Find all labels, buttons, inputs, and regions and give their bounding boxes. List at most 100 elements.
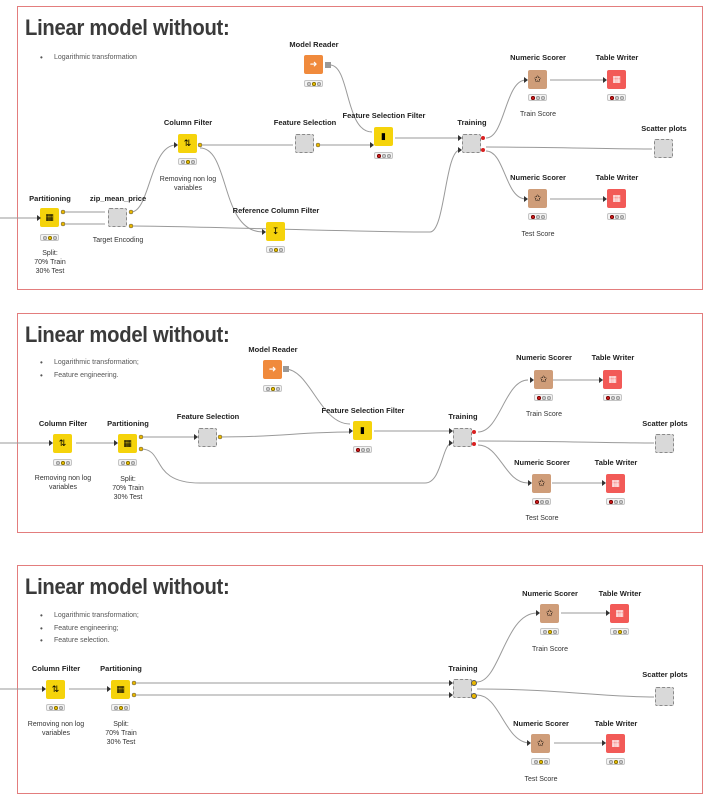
table-writer-icon[interactable]: ▦ [607,70,626,89]
grid-table-icon[interactable]: ▦ [118,434,137,453]
node-status [607,213,626,220]
scorer-icon[interactable]: ✩ [531,734,550,753]
filter-arrows-icon[interactable]: ⇅ [178,134,197,153]
bullet-item: Logarithmic transformation; [40,357,139,370]
bullet-item: Logarithmic transformation; [40,610,139,623]
node-status [40,234,59,241]
node-status [304,80,323,87]
node-label: Feature Selection Filter [321,406,405,415]
output-port [472,430,476,434]
node-caption: Target Encoding [92,237,144,244]
output-port [128,223,134,229]
output-port [60,209,66,215]
node-caption: Removing non log variables [27,721,85,737]
node-status [528,94,547,101]
connection [130,149,461,233]
scorer-icon[interactable]: ✩ [534,370,553,389]
input-arrow [458,135,462,141]
metanode-icon[interactable] [655,687,674,706]
node-caption: Train Score [532,646,568,653]
filter-arrows-icon[interactable]: ⇅ [46,680,65,699]
scorer-icon[interactable]: ✩ [528,70,547,89]
node-label: zip_mean_price [89,194,147,203]
annotation-bullets: Logarithmic transformation; Feature engi… [40,357,139,382]
scorer-icon[interactable]: ✩ [532,474,551,493]
annotation-bullets: Logarithmic transformation [40,52,137,65]
model-reader-icon[interactable]: ➜ [304,55,323,74]
input-arrow [449,428,453,434]
node-status [603,394,622,401]
node-label: Partitioning [29,194,71,203]
table-writer-icon[interactable]: ▦ [607,189,626,208]
table-writer-icon[interactable]: ▦ [606,474,625,493]
filter-arrow-down-icon[interactable]: ↧ [266,222,285,241]
bullet-item: Feature engineering; [40,623,139,636]
metanode-icon[interactable] [453,428,472,447]
annotation-bullets: Logarithmic transformation; Feature engi… [40,610,139,648]
grid-table-icon[interactable]: ▦ [40,208,59,227]
node-caption: Removing non log variables [34,475,92,491]
node-label: Feature Selection Filter [342,111,426,120]
node-caption: Split: 70% Train 30% Test [34,250,66,275]
metanode-icon[interactable] [453,679,472,698]
metanode-icon[interactable] [198,428,217,447]
input-arrow [528,480,532,486]
input-arrow [536,610,540,616]
node-label: Column Filter [38,419,88,428]
input-arrow [174,142,178,148]
node-status [531,758,550,765]
metanode-icon[interactable] [462,134,481,153]
node-caption: Train Score [520,111,556,118]
output-port [471,693,477,699]
scorer-icon[interactable]: ✩ [540,604,559,623]
node-status [263,385,282,392]
input-arrow [524,196,528,202]
model-reader-icon[interactable]: ➜ [263,360,282,379]
table-writer-icon[interactable]: ▦ [606,734,625,753]
grid-table-icon[interactable]: ▦ [111,680,130,699]
node-label: Model Reader [248,345,298,354]
input-arrow [42,686,46,692]
connection [199,147,264,233]
metanode-icon[interactable] [654,139,673,158]
input-arrow [49,440,53,446]
scorer-icon[interactable]: ✩ [528,189,547,208]
node-status [46,704,65,711]
model-port [325,62,331,68]
input-arrow [349,428,353,434]
table-writer-icon[interactable]: ▦ [603,370,622,389]
node-label: Table Writer [598,589,642,598]
output-port [481,148,485,152]
node-label: Table Writer [594,719,638,728]
node-label: Table Writer [595,53,639,62]
node-status [53,459,72,466]
input-arrow [449,680,453,686]
connection [476,612,538,683]
connection [219,431,351,438]
input-arrow [449,692,453,698]
table-writer-icon[interactable]: ▦ [610,604,629,623]
bullet-item: Feature engineering. [40,370,139,383]
metanode-icon[interactable] [108,208,127,227]
bars-icon[interactable]: ▮ [374,127,393,146]
node-label: Column Filter [163,118,213,127]
node-label: Scatter plots [642,419,688,428]
node-label: Reference Column Filter [232,206,320,215]
output-port [138,446,144,452]
node-caption: Test Score [525,515,559,522]
metanode-icon[interactable] [655,434,674,453]
bars-icon[interactable]: ▮ [353,421,372,440]
annotation-title: Linear model without: [25,322,230,347]
input-arrow [527,740,531,746]
filter-arrows-icon[interactable]: ⇅ [53,434,72,453]
connection [130,144,177,213]
node-label: Training [448,412,478,421]
metanode-icon[interactable] [295,134,314,153]
input-arrow [599,377,603,383]
input-arrow [114,440,118,446]
input-arrow [370,142,374,148]
connection [476,688,655,698]
